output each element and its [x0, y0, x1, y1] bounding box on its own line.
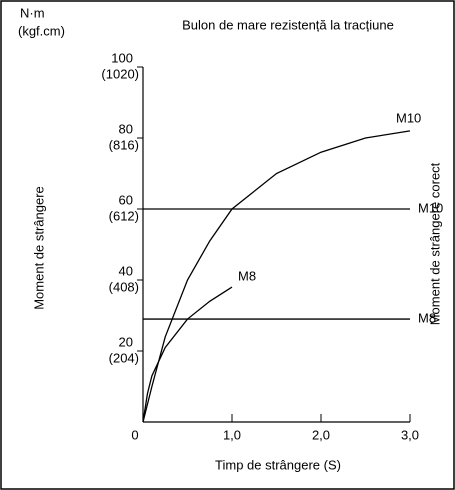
- x-tick-label: 2,0: [312, 427, 330, 442]
- x-axis-label: Timp de strângere (S): [215, 457, 341, 472]
- y-tick-label: 20: [119, 334, 133, 349]
- line: [142, 130, 411, 423]
- y-axis-label: Moment de strângere: [31, 186, 46, 310]
- y-tick-label-secondary: (408): [109, 279, 139, 294]
- series-label: M8: [238, 269, 256, 284]
- x-tick-label: 1,0: [223, 427, 241, 442]
- y-tick-label-secondary: (612): [109, 208, 139, 223]
- series-label: M8: [418, 310, 436, 325]
- line: [142, 286, 233, 423]
- y-tick-label-secondary: (204): [109, 350, 139, 365]
- y-tick-label: 100: [111, 50, 133, 65]
- x-tick-label: 3,0: [401, 427, 419, 442]
- x-tick-label: 0: [131, 427, 138, 442]
- chart-title: Bulon de mare rezistență la tracțiune: [182, 17, 394, 32]
- y2-axis-label: Moment de strângere corect: [427, 162, 442, 325]
- series-label: M10: [418, 200, 443, 215]
- y-tick-label-secondary: (1020): [101, 66, 139, 81]
- y-tick-label: 60: [119, 192, 133, 207]
- y-tick-label-secondary: (816): [109, 137, 139, 152]
- y-tick-label: 40: [119, 263, 133, 278]
- y-tick-label: 80: [119, 121, 133, 136]
- series-label: M10: [396, 110, 421, 125]
- y-unit: N·m: [20, 5, 45, 20]
- y-unit-secondary: (kgf.cm): [18, 23, 65, 38]
